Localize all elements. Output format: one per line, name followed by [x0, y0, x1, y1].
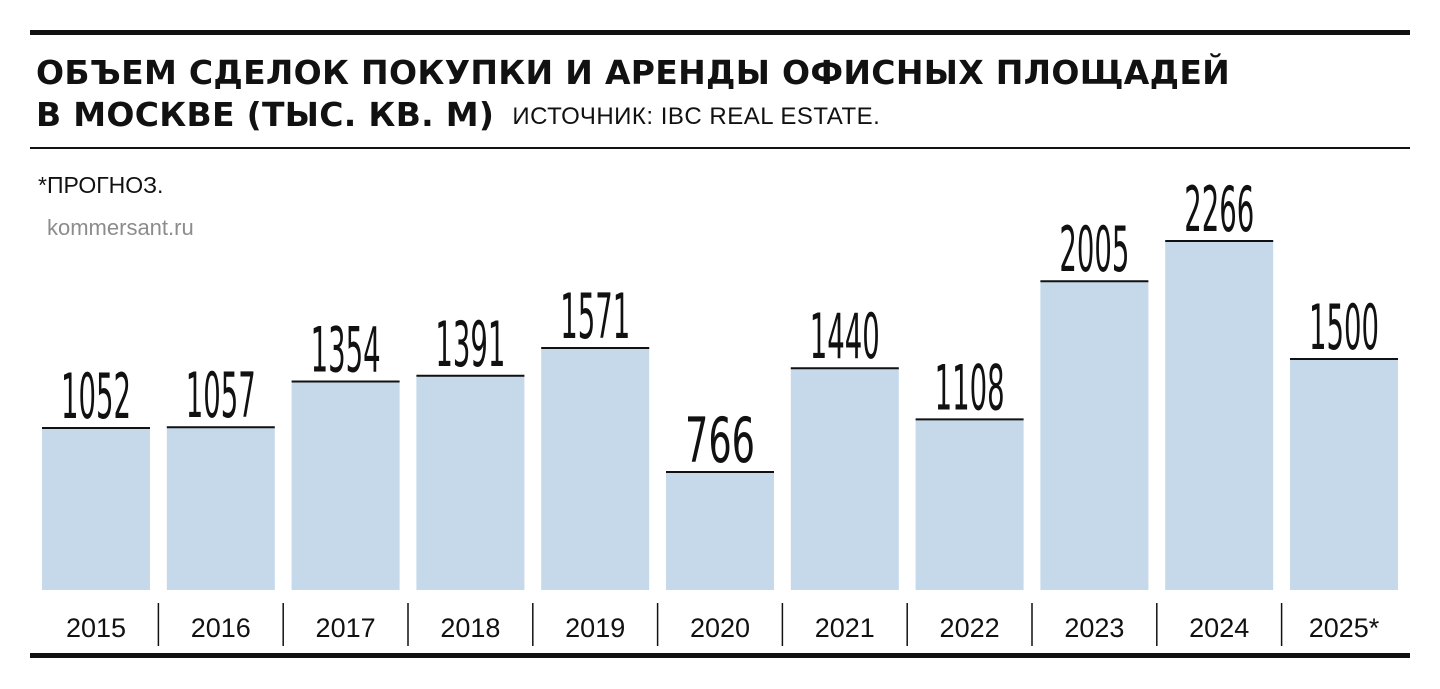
value-label-2019: 1571 — [560, 280, 630, 353]
value-label-2022: 1108 — [935, 351, 1005, 424]
value-label-2024: 2266 — [1184, 173, 1254, 246]
bar-2021 — [790, 368, 899, 590]
bar-2023 — [1040, 281, 1149, 590]
value-label-2017: 1354 — [311, 313, 381, 386]
value-label-2016: 1057 — [186, 359, 256, 432]
year-label-2024: 2024 — [1189, 613, 1249, 643]
bottom-rule — [30, 653, 1410, 658]
value-label-2023: 2005 — [1059, 213, 1129, 286]
value-label-2025*: 1500 — [1309, 291, 1379, 364]
value-label-2020: 766 — [685, 404, 755, 477]
bar-2025* — [1290, 358, 1398, 590]
year-label-2020: 2020 — [690, 613, 750, 643]
chart-title: ОБЪЕМ СДЕЛОК ПОКУПКИ И АРЕНДЫ ОФИСНЫХ ПЛ… — [36, 52, 1230, 138]
value-label-2015: 1052 — [61, 360, 131, 433]
bar-2018 — [416, 375, 525, 590]
year-label-2017: 2017 — [316, 613, 376, 643]
top-rule — [30, 30, 1410, 35]
bar-2015 — [42, 427, 150, 590]
watermark: kommersant.ru — [47, 215, 194, 240]
year-label-2019: 2019 — [565, 613, 625, 643]
bar-2016 — [166, 427, 275, 590]
year-label-2023: 2023 — [1064, 613, 1124, 643]
bar-2022 — [915, 419, 1024, 590]
year-label-2018: 2018 — [440, 613, 500, 643]
title-line-2-text: В МОСКВЕ (ТЫС. КВ. М) — [36, 95, 495, 134]
year-label-2022: 2022 — [940, 613, 1000, 643]
value-label-2018: 1391 — [435, 308, 505, 381]
bar-2017 — [291, 381, 400, 590]
year-label-2016: 2016 — [191, 613, 251, 643]
bar-2019 — [541, 348, 650, 590]
title-line-1: ОБЪЕМ СДЕЛОК ПОКУПКИ И АРЕНДЫ ОФИСНЫХ ПЛ… — [36, 53, 1231, 92]
year-label-2015: 2015 — [66, 613, 126, 643]
year-label-2021: 2021 — [815, 613, 875, 643]
bar-2020 — [666, 472, 774, 590]
source-label: ИСТОЧНИК: IBC REAL ESTATE. — [512, 103, 881, 130]
value-label-2021: 1440 — [810, 300, 880, 373]
forecast-note: *ПРОГНОЗ. — [38, 172, 164, 198]
bar-2024 — [1165, 241, 1274, 590]
header-rule — [30, 147, 1410, 149]
title-line-2: В МОСКВЕ (ТЫС. КВ. М) ИСТОЧНИК: IBC REAL … — [36, 94, 1230, 138]
year-label-2025*: 2025* — [1309, 613, 1380, 643]
